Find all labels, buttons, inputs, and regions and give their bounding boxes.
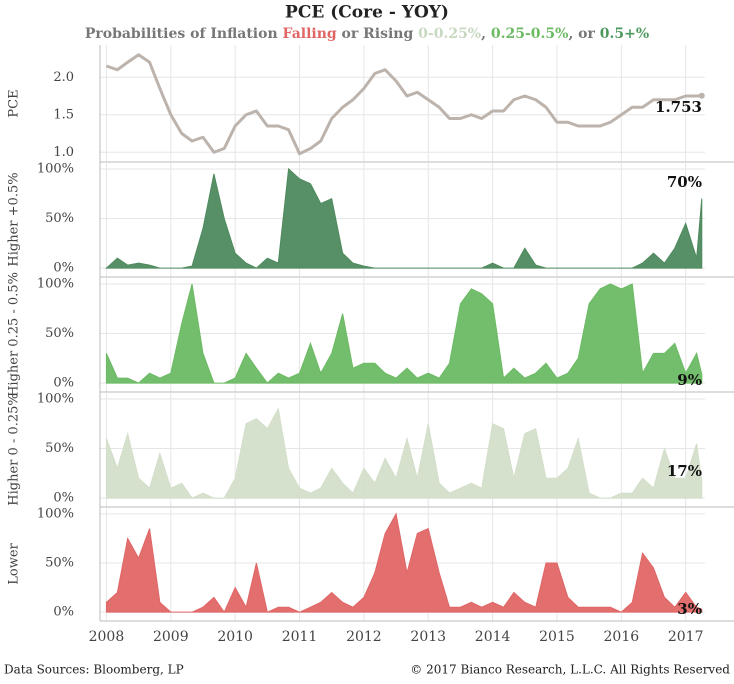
subtitle-part: 0-0.25% <box>418 26 481 42</box>
y-tick-label: 50% <box>45 441 74 456</box>
subtitle-part: or Rising <box>337 26 418 42</box>
y-tick-label: 0% <box>53 491 74 506</box>
x-tick-label: 2015 <box>539 629 575 645</box>
line <box>105 53 702 156</box>
y-tick-label: 100% <box>37 506 74 521</box>
y-axis-label: Lower <box>7 542 22 584</box>
y-tick-label: 0% <box>53 605 74 620</box>
subtitle-part: 0.25-0.5% <box>491 26 569 42</box>
x-tick-label: 2014 <box>475 629 511 645</box>
y-tick-label: 50% <box>45 326 74 341</box>
end-point <box>698 92 705 99</box>
end-label: 9% <box>677 371 702 389</box>
source-note: Data Sources: Bloomberg, LP <box>4 663 184 677</box>
area <box>105 512 703 614</box>
y-axis-label: Higher 0 - 0.25% <box>7 393 22 505</box>
y-tick-label: 0% <box>53 376 74 391</box>
subtitle-part: Probabilities of Inflation <box>85 26 283 42</box>
y-tick-label: 100% <box>37 391 74 406</box>
subtitle-part: Falling <box>283 26 337 42</box>
x-tick-label: 2016 <box>604 629 640 645</box>
y-tick-label: 1.0 <box>53 145 74 160</box>
y-tick-label: 100% <box>37 276 74 291</box>
copyright-note: © 2017 Bianco Research, L.L.C. All Right… <box>410 663 730 677</box>
area <box>105 407 703 499</box>
subtitle-part: , <box>481 26 491 42</box>
x-tick-label: 2009 <box>153 629 189 645</box>
y-tick-label: 1.5 <box>53 107 74 122</box>
end-label: 17% <box>667 462 702 480</box>
y-axis-label: PCE <box>7 89 22 117</box>
chart-subtitle: Probabilities of Inflation Falling or Ri… <box>85 26 649 42</box>
y-tick-label: 100% <box>37 161 74 176</box>
y-axis-label: Higher 0.25 - 0.5% <box>7 272 22 397</box>
y-tick-label: 50% <box>45 556 74 571</box>
subtitle-part: , or <box>568 26 599 42</box>
y-tick-label: 0% <box>53 261 74 276</box>
end-label: 3% <box>677 600 702 618</box>
end-label: 70% <box>667 173 702 191</box>
area <box>105 283 703 384</box>
subtitle-part: 0.5+% <box>600 26 649 42</box>
y-tick-label: 50% <box>45 211 74 226</box>
x-tick-label: 2017 <box>668 629 704 645</box>
x-tick-label: 2013 <box>410 629 446 645</box>
area <box>105 167 703 269</box>
x-tick-label: 2010 <box>217 629 253 645</box>
x-tick-label: 2008 <box>89 629 125 645</box>
y-axis-label: Higher +0.5% <box>7 172 22 266</box>
y-tick-label: 2.0 <box>53 70 74 85</box>
end-label: 1.753 <box>655 98 702 116</box>
x-tick-label: 2011 <box>282 629 318 645</box>
x-tick-label: 2012 <box>346 629 382 645</box>
chart-title: PCE (Core - YOY) <box>285 3 449 23</box>
